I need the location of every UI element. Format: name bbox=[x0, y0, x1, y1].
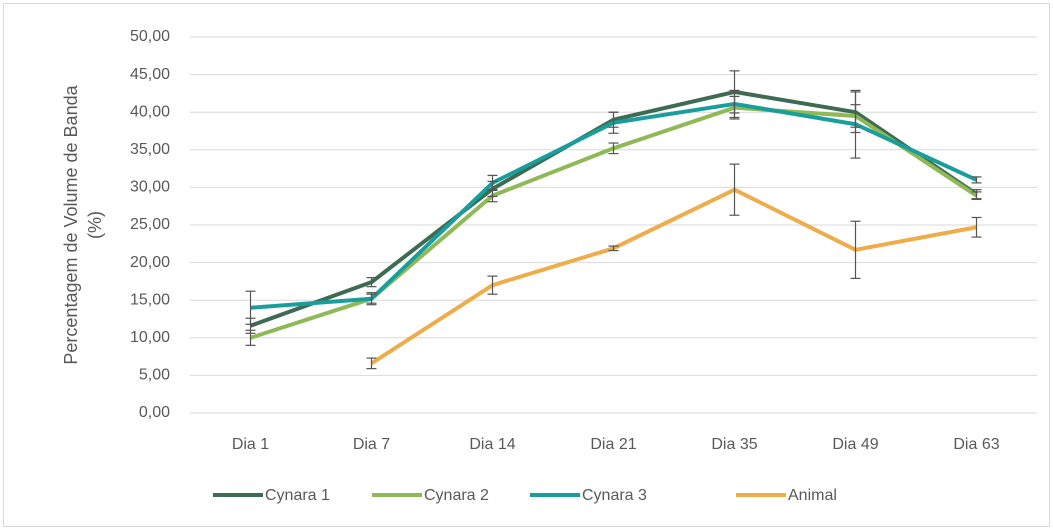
y-tick-label: 25,00 bbox=[130, 216, 170, 233]
error-bar bbox=[850, 220, 861, 279]
error-bar bbox=[608, 111, 619, 134]
y-tick-label: 15,00 bbox=[130, 291, 170, 308]
error-bar bbox=[487, 275, 498, 295]
error-bar bbox=[245, 290, 256, 325]
y-tick-label: 45,00 bbox=[130, 66, 170, 83]
series-line bbox=[370, 187, 977, 366]
y-tick-label: 5,00 bbox=[139, 367, 170, 384]
y-tick-label: 30,00 bbox=[130, 179, 170, 196]
error-bar bbox=[245, 329, 256, 346]
x-tick-label: Dia 21 bbox=[590, 436, 636, 453]
error-bar bbox=[729, 89, 740, 119]
legend-label: Cynara 3 bbox=[582, 487, 647, 504]
error-bar bbox=[971, 176, 982, 184]
x-tick-label: Dia 35 bbox=[711, 436, 757, 453]
error-bar bbox=[608, 142, 619, 155]
y-axis-label: Percentagem de Volume de Banda bbox=[61, 84, 81, 364]
error-bar bbox=[971, 191, 982, 201]
error-bar bbox=[971, 216, 982, 238]
error-bar bbox=[608, 245, 619, 252]
error-bar bbox=[850, 89, 861, 159]
x-tick-label: Dia 7 bbox=[353, 436, 390, 453]
error-bar bbox=[366, 277, 377, 288]
error-bar bbox=[366, 357, 377, 370]
x-tick-label: Dia 63 bbox=[953, 436, 999, 453]
y-tick-label: 40,00 bbox=[130, 103, 170, 120]
x-tick-label: Dia 14 bbox=[469, 436, 515, 453]
legend-label: Cynara 1 bbox=[265, 487, 330, 504]
x-tick-label: Dia 1 bbox=[232, 436, 269, 453]
y-tick-label: 35,00 bbox=[130, 141, 170, 158]
y-tick-label: 0,00 bbox=[139, 404, 170, 421]
y-tick-label: 50,00 bbox=[130, 28, 170, 45]
chart-border bbox=[3, 3, 1050, 527]
y-tick-label: 10,00 bbox=[130, 329, 170, 346]
error-bar bbox=[366, 292, 377, 306]
y-axis-label: (%) bbox=[85, 211, 105, 239]
x-tick-label: Dia 49 bbox=[832, 436, 878, 453]
error-bar bbox=[729, 163, 740, 216]
y-tick-label: 20,00 bbox=[130, 254, 170, 271]
legend-label: Animal bbox=[788, 487, 837, 504]
error-bar bbox=[487, 174, 498, 192]
legend-label: Cynara 2 bbox=[424, 487, 489, 504]
